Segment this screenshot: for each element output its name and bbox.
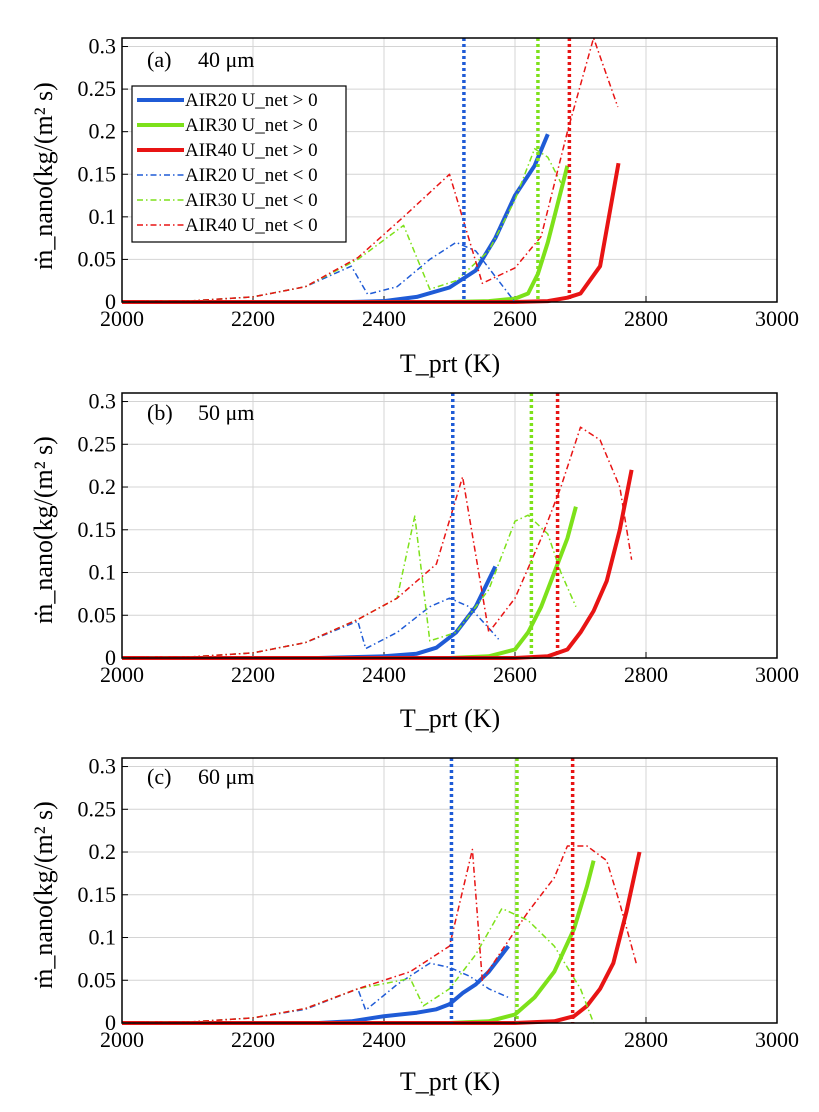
y-tick-label: 0 [105, 1010, 116, 1035]
xlabel: T_prt (K) [400, 1067, 500, 1096]
y-tick-label: 0.2 [89, 119, 117, 144]
legend-entry: AIR20 U_net < 0 [185, 165, 318, 186]
y-tick-label: 0.1 [89, 925, 117, 950]
panel-label: (a) [147, 47, 171, 72]
x-tick-label: 3000 [755, 662, 799, 687]
y-tick-label: 0.2 [89, 839, 117, 864]
legend: AIR20 U_net > 0 AIR30 U_net > 0 AIR40 U_… [131, 85, 347, 243]
panel-label: (c) [147, 764, 171, 789]
series-line [121, 962, 509, 1024]
xlabel: T_prt (K) [400, 349, 500, 378]
legend-box [131, 85, 347, 243]
x-tick-label: 2000 [100, 306, 144, 331]
x-tick-label: 2400 [362, 662, 406, 687]
legend-entry: AIR40 U_net > 0 [185, 140, 318, 161]
ylabel: ṁ_nano(kg/(m² s) [29, 436, 58, 624]
x-tick-label: 2400 [362, 1027, 406, 1052]
y-tick-label: 0.05 [78, 246, 117, 271]
y-tick-label: 0.05 [78, 967, 117, 992]
y-tick-label: 0 [105, 645, 116, 670]
legend-entry: AIR40 U_net < 0 [185, 215, 318, 236]
x-tick-label: 2600 [493, 662, 537, 687]
x-tick-label: 2000 [100, 1027, 144, 1052]
y-tick-label: 0.1 [89, 560, 117, 585]
series-line [121, 426, 633, 659]
x-tick-label: 2800 [624, 662, 668, 687]
series-line [121, 845, 637, 1024]
legend-entry: AIR30 U_net > 0 [185, 115, 318, 136]
x-tick-label: 2800 [624, 1027, 668, 1052]
ylabel-text: ṁ_nano(kg/(m² s) [29, 82, 58, 270]
x-tick-label: 3000 [755, 306, 799, 331]
x-tick-label: 2600 [493, 1027, 537, 1052]
series-line [121, 597, 500, 659]
particle-size: 60 μm [198, 764, 254, 789]
series-line [122, 565, 498, 660]
y-tick-label: 0.25 [78, 796, 117, 821]
y-tick-label: 0.15 [78, 161, 117, 186]
x-tick-label: 3000 [755, 1027, 799, 1052]
y-tick-label: 0.3 [89, 754, 117, 779]
y-tick-label: 0.3 [89, 389, 117, 414]
y-tick-label: 0.1 [89, 204, 117, 229]
series-line [121, 241, 516, 303]
series-line [122, 860, 596, 1025]
panel-b: 2000 2200 2400 2600 2800 3000 0 0.05 0.1 0.15 0.2 0… [29, 389, 799, 733]
y-tick-label: 0.3 [89, 34, 117, 59]
x-tick-label: 2800 [624, 306, 668, 331]
legend-entry: AIR20 U_net > 0 [185, 90, 318, 111]
series-line [121, 37, 619, 303]
panel-c: 2000 2200 2400 2600 2800 3000 0 0.05 0.1 0.15 0.2 0… [29, 754, 799, 1096]
x-tick-label: 2200 [231, 1027, 275, 1052]
ylabel-text: ṁ_nano(kg/(m² s) [29, 801, 58, 989]
particle-size: 40 μm [198, 47, 254, 72]
y-tick-label: 0 [105, 289, 116, 314]
y-tick-label: 0.15 [78, 517, 117, 542]
x-tick-label: 2000 [100, 662, 144, 687]
legend-entry: AIR30 U_net < 0 [185, 190, 318, 211]
y-tick-label: 0.25 [78, 76, 117, 101]
axes-frame [121, 392, 778, 659]
ylabel: ṁ_nano(kg/(m² s) [29, 801, 58, 989]
series-line [121, 514, 577, 659]
x-tick-label: 2200 [231, 306, 275, 331]
y-tick-label: 0.15 [78, 882, 117, 907]
panel-label: (b) [147, 400, 173, 425]
panel-a: 2000 2200 2400 2600 2800 3000 0 0.05 0.1 0.15 0.2 0… [29, 34, 799, 378]
x-tick-label: 2400 [362, 306, 406, 331]
x-tick-label: 2200 [231, 662, 275, 687]
ylabel: ṁ_nano(kg/(m² s) [29, 82, 58, 270]
x-tick-label: 2600 [493, 306, 537, 331]
particle-size: 50 μm [198, 400, 254, 425]
y-tick-label: 0.25 [78, 431, 117, 456]
series-line [122, 469, 634, 660]
axes-frame [121, 37, 778, 303]
ylabel-text: ṁ_nano(kg/(m² s) [29, 436, 58, 624]
y-tick-label: 0.2 [89, 474, 117, 499]
axes-frame [121, 757, 778, 1024]
xlabel: T_prt (K) [400, 704, 500, 733]
y-tick-label: 0.05 [78, 602, 117, 627]
